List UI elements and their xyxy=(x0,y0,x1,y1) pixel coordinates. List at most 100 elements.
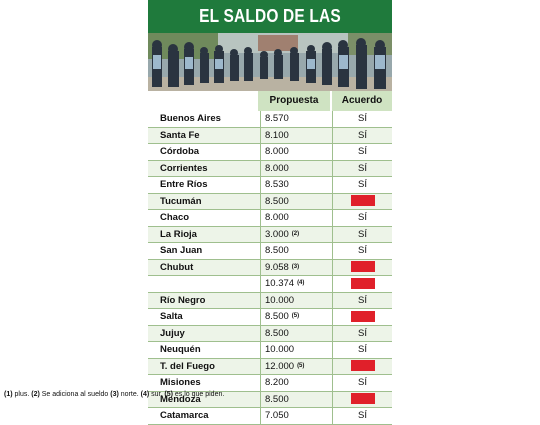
province-name: Misiones xyxy=(160,377,201,388)
table-row: Buenos Aires 8.570 SÍ xyxy=(148,111,392,128)
agreement-cell xyxy=(332,259,392,275)
footnote-ref: (3) xyxy=(291,263,300,270)
proposal-value: 8.500 xyxy=(260,243,330,259)
proposal-amount: 8.500 xyxy=(265,393,289,405)
agreement-yes: SÍ xyxy=(358,327,367,339)
table-header: Propuesta Acuerdo xyxy=(148,91,392,111)
agreement-yes: SÍ xyxy=(358,162,367,174)
table-row: Río Negro 10.000 SÍ xyxy=(148,292,392,309)
agreement-cell: SÍ xyxy=(332,210,392,226)
proposal-value: 8.570 xyxy=(260,111,330,127)
agreement-cell xyxy=(332,391,392,407)
proposal-value: 8.530 xyxy=(260,177,330,193)
proposal-value: 10.000 xyxy=(260,292,330,308)
proposal-amount: 8.200 xyxy=(265,377,289,388)
province-name: San Juan xyxy=(160,245,203,256)
no-agreement-marker xyxy=(350,277,375,289)
province-name: Jujuy xyxy=(160,327,185,339)
no-agreement-marker xyxy=(350,360,375,372)
province-name: Santa Fe xyxy=(160,129,200,141)
agreement-yes: SÍ xyxy=(358,179,367,190)
table-row: T. del Fuego 12.000 (5) xyxy=(148,358,392,375)
proposal-amount: 8.500 xyxy=(265,311,289,322)
proposal-amount: 10.000 xyxy=(265,294,295,306)
table-row: Santa Fe 8.100 SÍ xyxy=(148,127,392,144)
proposal-value: 7.050 xyxy=(260,408,330,424)
no-agreement-marker xyxy=(350,310,375,322)
proposal-amount: 8.500 xyxy=(265,245,289,256)
footnote: (1) plus. (2) Se adiciona al sueldo (3) … xyxy=(4,391,225,398)
agreement-cell: SÍ xyxy=(332,292,392,308)
agreement-cell: SÍ xyxy=(332,375,392,391)
proposal-amount: 10.374 xyxy=(265,278,295,289)
province-name: Mendoza xyxy=(160,393,201,405)
no-agreement-marker xyxy=(350,393,375,405)
agreement-cell: SÍ xyxy=(332,144,392,160)
agreement-cell: SÍ xyxy=(332,408,392,424)
province-name: Chubut xyxy=(160,261,194,273)
table-row: Tucumán 8.500 xyxy=(148,193,392,210)
no-agreement-marker xyxy=(350,195,375,207)
agreement-yes: SÍ xyxy=(358,113,367,124)
footnote-ref: (4) xyxy=(297,280,305,286)
proposal-amount: 8.000 xyxy=(265,146,289,157)
proposal-value: 3.000 (2) xyxy=(260,226,330,242)
column-header-propuesta: Propuesta xyxy=(258,91,330,111)
province-name: Río Negro xyxy=(160,294,206,306)
no-agreement-marker xyxy=(350,261,375,273)
protest-photo xyxy=(148,33,392,91)
proposal-amount: 9.058 xyxy=(265,261,289,273)
table-row: Catamarca 7.050 SÍ xyxy=(148,408,392,425)
agreement-yes: SÍ xyxy=(358,377,367,388)
agreement-cell: SÍ xyxy=(332,177,392,193)
agreement-cell xyxy=(332,193,392,209)
proposal-amount: 8.000 xyxy=(265,162,289,174)
proposal-value: 12.000 (5) xyxy=(260,358,330,374)
salary-table: Buenos Aires 8.570 SÍ Santa Fe 8.100 SÍ Córdob… xyxy=(148,111,392,425)
protest-summary-panel: EL SALDO DE LAS PROTESTAS xyxy=(148,0,392,425)
agreement-yes: SÍ xyxy=(358,212,367,223)
table-row: Salta 8.500 (5) xyxy=(148,309,392,326)
agreement-cell xyxy=(332,358,392,374)
proposal-amount: 10.000 xyxy=(265,344,295,355)
table-row: San Juan 8.500 SÍ xyxy=(148,243,392,260)
province-name: La Rioja xyxy=(160,228,197,240)
proposal-amount: 7.050 xyxy=(265,410,289,421)
proposal-value: 8.500 (5) xyxy=(260,309,330,325)
agreement-cell: SÍ xyxy=(332,342,392,358)
agreement-cell xyxy=(332,276,392,292)
province-name: Buenos Aires xyxy=(160,113,221,124)
province-name: Salta xyxy=(160,311,183,322)
proposal-value: 8.500 xyxy=(260,391,330,407)
province-name: Neuquén xyxy=(160,344,201,355)
province-name: Tucumán xyxy=(160,195,202,207)
proposal-amount: 8.500 xyxy=(265,195,289,207)
province-name: Entre Ríos xyxy=(160,179,208,190)
proposal-amount: 3.000 xyxy=(265,228,289,240)
proposal-value: 8.200 xyxy=(260,375,330,391)
agreement-yes: SÍ xyxy=(358,129,367,141)
proposal-value: 8.000 xyxy=(260,144,330,160)
agreement-yes: SÍ xyxy=(358,294,367,306)
protest-crowd-image xyxy=(148,33,392,91)
province-name: Chaco xyxy=(160,212,190,223)
proposal-value: 9.058 (3) xyxy=(260,259,330,275)
proposal-value: 10.374 (4) xyxy=(260,276,330,292)
proposal-amount: 8.100 xyxy=(265,129,289,141)
table-row: Misiones 8.200 SÍ xyxy=(148,375,392,392)
table-row: 10.374 (4) xyxy=(148,276,392,293)
table-row: Entre Ríos 8.530 SÍ xyxy=(148,177,392,194)
proposal-value: 8.500 xyxy=(260,193,330,209)
proposal-amount: 8.570 xyxy=(265,113,289,124)
agreement-yes: SÍ xyxy=(358,146,367,157)
proposal-amount: 8.530 xyxy=(265,179,289,190)
proposal-amount: 8.500 xyxy=(265,327,289,339)
agreement-yes: SÍ xyxy=(358,228,367,240)
proposal-value: 8.000 xyxy=(260,160,330,176)
proposal-value: 8.000 xyxy=(260,210,330,226)
table-row: Neuquén 10.000 SÍ xyxy=(148,342,392,359)
agreement-cell: SÍ xyxy=(332,243,392,259)
footnote-ref: (5) xyxy=(291,313,300,319)
agreement-cell xyxy=(332,309,392,325)
agreement-yes: SÍ xyxy=(358,410,367,421)
